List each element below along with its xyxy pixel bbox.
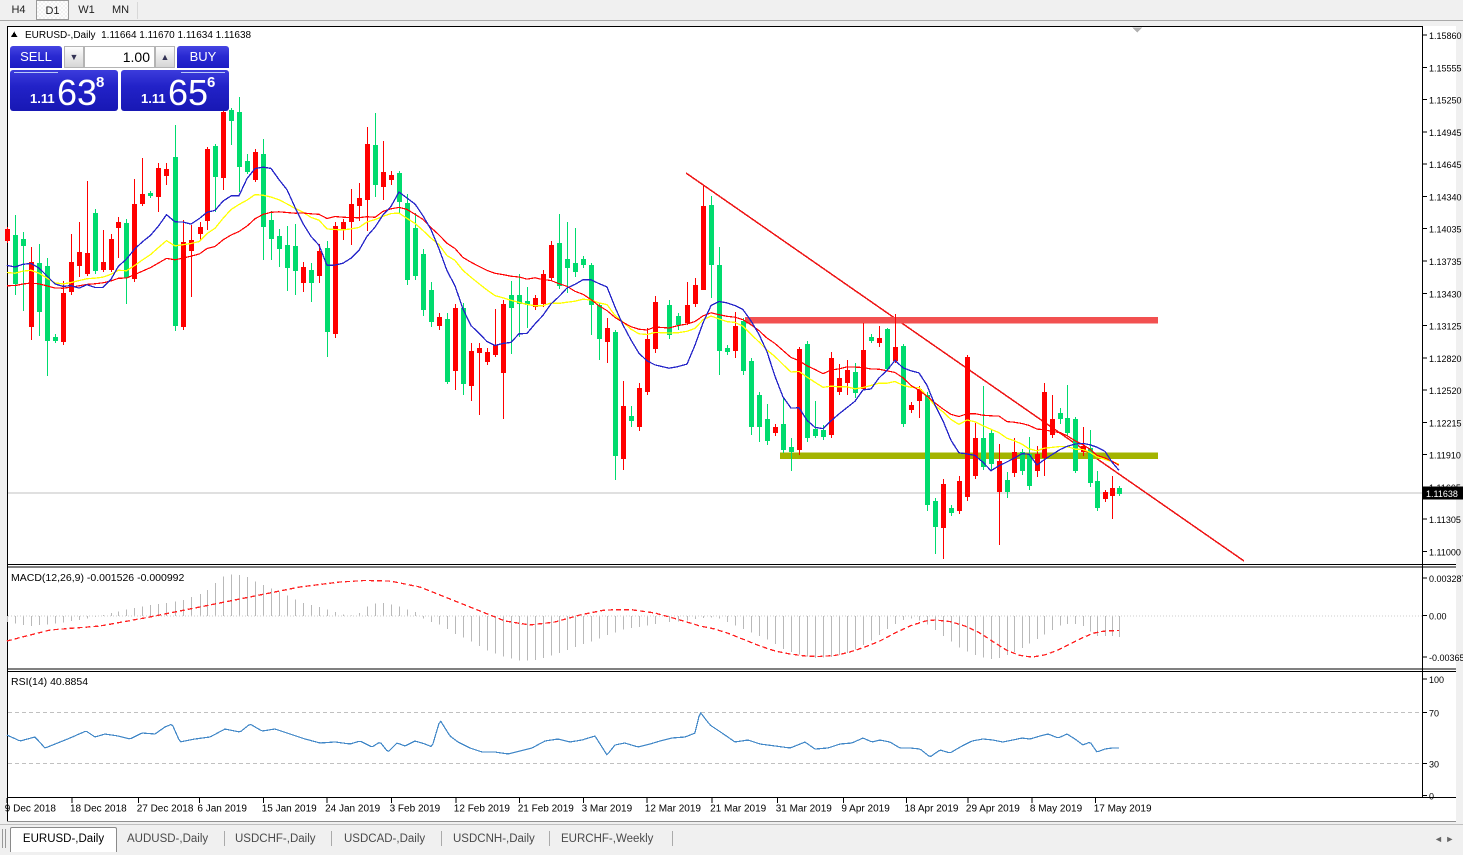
svg-text:21 Mar 2019: 21 Mar 2019: [710, 804, 767, 815]
svg-text:1.13430: 1.13430: [1429, 289, 1462, 299]
svg-text:3 Mar 2019: 3 Mar 2019: [582, 804, 633, 815]
svg-text:-0.00365: -0.00365: [1429, 653, 1463, 663]
svg-text:3 Feb 2019: 3 Feb 2019: [390, 804, 441, 815]
svg-text:1.14645: 1.14645: [1429, 160, 1462, 170]
svg-text:24 Jan 2019: 24 Jan 2019: [325, 804, 380, 815]
svg-text:0.00: 0.00: [1429, 612, 1447, 622]
svg-text:1.14340: 1.14340: [1429, 192, 1462, 202]
svg-text:29 Apr 2019: 29 Apr 2019: [966, 804, 1020, 815]
svg-text:1.13125: 1.13125: [1429, 322, 1462, 332]
svg-text:1.12215: 1.12215: [1429, 418, 1462, 428]
svg-text:21 Feb 2019: 21 Feb 2019: [518, 804, 575, 815]
svg-text:9 Apr 2019: 9 Apr 2019: [841, 804, 890, 815]
svg-text:18 Apr 2019: 18 Apr 2019: [905, 804, 959, 815]
svg-text:MACD(12,26,9) -0.001526 -0.000: MACD(12,26,9) -0.001526 -0.000992: [11, 572, 185, 584]
svg-text:8 May 2019: 8 May 2019: [1030, 804, 1083, 815]
svg-text:17 May 2019: 17 May 2019: [1094, 804, 1152, 815]
svg-text:1.14035: 1.14035: [1429, 225, 1462, 235]
svg-text:1.11910: 1.11910: [1429, 451, 1461, 461]
svg-text:1.11305: 1.11305: [1429, 515, 1461, 525]
svg-text:1.12820: 1.12820: [1429, 354, 1462, 364]
svg-text:15 Jan 2019: 15 Jan 2019: [262, 804, 317, 815]
svg-text:1.15250: 1.15250: [1429, 96, 1462, 106]
svg-text:12 Feb 2019: 12 Feb 2019: [454, 804, 511, 815]
svg-text:70: 70: [1429, 709, 1439, 719]
svg-text:1.14945: 1.14945: [1429, 128, 1462, 138]
svg-text:RSI(14) 40.8854: RSI(14) 40.8854: [11, 676, 88, 688]
svg-text:18 Dec 2018: 18 Dec 2018: [70, 804, 127, 815]
svg-text:6 Jan 2019: 6 Jan 2019: [197, 804, 247, 815]
svg-text:EURUSD-,Daily 1.11664 1.11670: EURUSD-,Daily 1.11664 1.11670 1.11634 1.…: [25, 30, 252, 41]
svg-text:1.12520: 1.12520: [1429, 386, 1462, 396]
svg-text:0.003287: 0.003287: [1429, 574, 1463, 584]
svg-text:30: 30: [1429, 759, 1439, 769]
svg-text:9 Dec 2018: 9 Dec 2018: [5, 804, 57, 815]
svg-text:1.11638: 1.11638: [1426, 489, 1458, 499]
svg-text:1.15860: 1.15860: [1429, 31, 1462, 41]
svg-text:1.13735: 1.13735: [1429, 257, 1462, 267]
svg-text:100: 100: [1429, 675, 1444, 685]
svg-text:1.11000: 1.11000: [1429, 548, 1461, 558]
svg-text:27 Dec 2018: 27 Dec 2018: [137, 804, 194, 815]
svg-text:31 Mar 2019: 31 Mar 2019: [776, 804, 833, 815]
svg-text:0: 0: [1429, 792, 1434, 802]
svg-text:12 Mar 2019: 12 Mar 2019: [645, 804, 702, 815]
svg-text:1.15555: 1.15555: [1429, 63, 1462, 73]
